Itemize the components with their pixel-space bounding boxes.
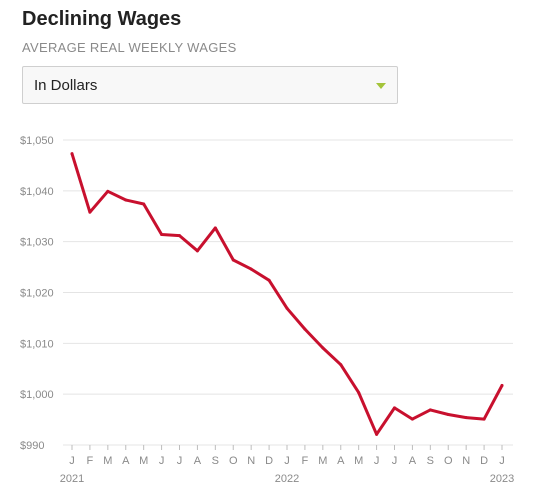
series-layer [70, 152, 504, 436]
x-tick-label: D [265, 455, 273, 467]
data-point [321, 346, 325, 350]
data-point [410, 417, 414, 421]
data-point [285, 306, 289, 310]
data-point [464, 416, 468, 420]
data-point [178, 234, 181, 238]
x-year-label: 2021 [60, 473, 84, 485]
x-tick-label: A [337, 455, 345, 467]
y-tick-label: $1,020 [20, 288, 54, 300]
data-point [375, 432, 379, 436]
y-tick-label: $1,050 [20, 135, 54, 147]
data-point [106, 189, 110, 193]
chart-subtitle: AVERAGE REAL WEEKLY WAGES [22, 40, 237, 55]
data-point [249, 267, 253, 271]
x-tick-label: O [444, 455, 453, 467]
x-tick-label: J [159, 455, 165, 467]
x-year-label: 2022 [275, 473, 299, 485]
x-tick-label: S [212, 455, 219, 467]
x-tick-label: A [122, 455, 130, 467]
units-dropdown[interactable]: In Dollars [22, 66, 398, 104]
x-tick-label: N [247, 455, 255, 467]
data-point [428, 408, 432, 412]
series-line [70, 152, 504, 436]
x-tick-label: O [229, 455, 238, 467]
x-tick-label: J [177, 455, 183, 467]
x-tick-label: D [480, 455, 488, 467]
y-axis-ticks: $990 $1,000 $1,010 $1,020 $1,030 $1,040 $1,050 [20, 135, 54, 452]
x-tick-label: M [354, 455, 363, 467]
data-point [213, 226, 217, 230]
data-point [124, 198, 128, 202]
y-tick-label: $1,040 [20, 186, 54, 198]
data-point [195, 249, 199, 253]
x-tick-label: M [103, 455, 112, 467]
data-point [88, 210, 92, 214]
data-point [357, 391, 361, 395]
line-chart: $990 $1,000 $1,010 $1,020 $1,030 $1,040 $1,050… [20, 135, 514, 485]
x-tick-label: A [194, 455, 202, 467]
data-point [303, 327, 307, 331]
data-point [160, 233, 164, 237]
x-tick-label: J [69, 455, 75, 467]
x-tick-label: J [392, 455, 398, 467]
data-point [231, 258, 235, 262]
data-point [70, 152, 74, 156]
x-tick-label: N [462, 455, 470, 467]
data-point [267, 278, 271, 282]
data-point [393, 406, 396, 410]
data-point [482, 417, 486, 421]
units-dropdown-value: In Dollars [34, 77, 98, 94]
y-tick-label: $1,000 [20, 389, 54, 401]
data-point [142, 202, 146, 206]
x-tick-label: S [427, 455, 434, 467]
chart-title: Declining Wages [22, 8, 182, 30]
x-tick-label: J [284, 455, 290, 467]
x-tick-label: M [318, 455, 327, 467]
y-tick-label: $990 [20, 440, 44, 452]
x-tick-label: A [409, 455, 417, 467]
x-tick-label: F [87, 455, 94, 467]
x-year-label: 2023 [490, 473, 514, 485]
x-tick-label: J [374, 455, 380, 467]
x-tick-label: F [302, 455, 309, 467]
y-tick-label: $1,030 [20, 237, 54, 249]
y-tick-label: $1,010 [20, 338, 54, 350]
x-tick-label: M [139, 455, 148, 467]
gridlines [63, 139, 513, 446]
x-axis-year-labels: 2021 2022 2023 [60, 473, 514, 485]
caret-down-icon [376, 83, 386, 89]
data-point [500, 384, 504, 388]
data-point [339, 363, 343, 367]
data-point [446, 413, 450, 416]
x-tick-label: J [499, 455, 505, 467]
